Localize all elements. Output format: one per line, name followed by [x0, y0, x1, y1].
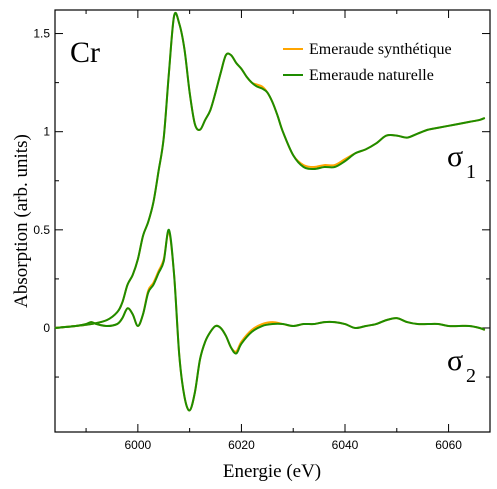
- y-tick-label: 1: [43, 125, 50, 139]
- x-tick-label: 6000: [125, 438, 152, 452]
- naturelle-sigma1-line: [54, 11, 486, 329]
- x-axis-title: Energie (eV): [223, 461, 321, 482]
- plot-frame: [54, 9, 491, 433]
- x-tick-label: 6040: [332, 438, 359, 452]
- element-label: Cr: [70, 36, 100, 69]
- sigma2-subscript: 2: [466, 365, 476, 387]
- sigma1-subscript: 1: [466, 161, 476, 183]
- naturelle-sigma2-line: [54, 228, 486, 412]
- series-layer: [54, 11, 486, 412]
- y-axis-title: Absorption (arb. units): [11, 134, 32, 308]
- x-tick-label: 6060: [435, 438, 462, 452]
- ticks-layer: 6000 6020 6040 6060 0 0.5 1 1.5: [33, 10, 490, 452]
- y-tick-label: 0: [43, 321, 50, 335]
- legend-label-naturelle: Emeraude naturelle: [309, 67, 434, 84]
- synthetique-sigma1-line: [54, 11, 486, 329]
- legend-label-synthetique: Emeraude synthétique: [309, 41, 452, 58]
- sigma1-label: σ: [447, 140, 463, 173]
- legend: Emeraude synthétique Emeraude naturelle: [283, 41, 452, 84]
- y-tick-label: 1.5: [33, 27, 50, 41]
- x-tick-label: 6020: [228, 438, 255, 452]
- sigma2-label: σ: [447, 344, 463, 377]
- y-tick-label: 0.5: [33, 223, 50, 237]
